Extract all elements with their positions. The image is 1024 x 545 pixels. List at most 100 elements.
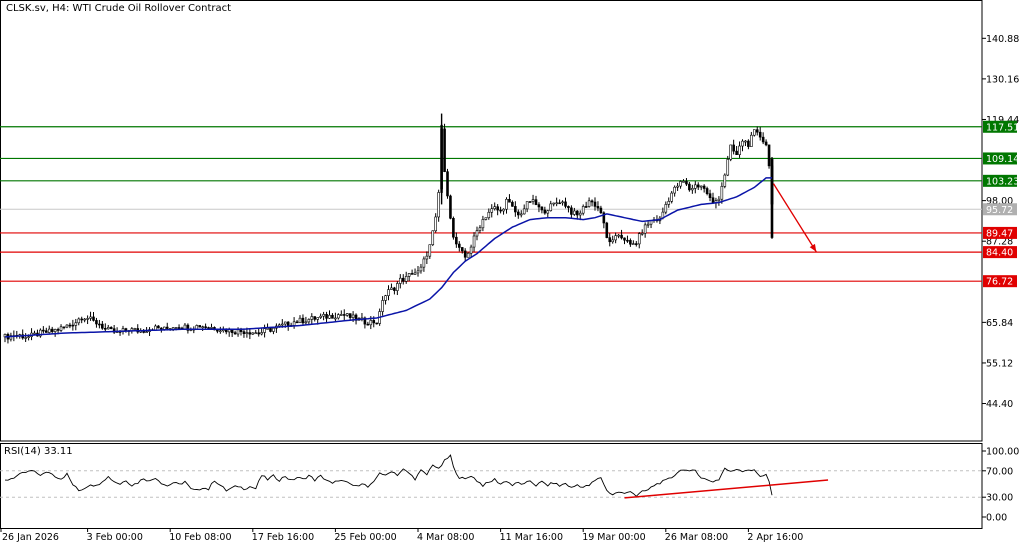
candle-body [201, 326, 204, 328]
candle-body [331, 314, 334, 319]
candle-body [410, 273, 414, 275]
candle-body [570, 207, 573, 215]
x-tick-label: 3 Feb 00:00 [87, 532, 143, 543]
x-tick-label: 19 Mar 00:00 [582, 532, 645, 543]
candle-body [310, 316, 314, 320]
candle-body [673, 186, 676, 194]
x-tick-label: 26 Jan 2026 [2, 532, 59, 543]
time-axis: 26 Jan 2026 3 Feb 00:00 10 Feb 08:00 17 Feb… [0, 528, 803, 543]
candle-body [254, 332, 258, 335]
candle-body [236, 329, 240, 335]
candle-body [319, 315, 322, 318]
candle-body [543, 209, 547, 214]
current-price-label: 95.72 [986, 205, 1013, 216]
candle-body [42, 329, 45, 332]
candle-body [720, 186, 724, 200]
candle-body [481, 219, 485, 229]
candle-body [552, 202, 556, 205]
candle-body [186, 324, 190, 331]
candle-body [508, 198, 511, 203]
candle-body [431, 230, 435, 246]
candle-body [106, 327, 110, 330]
x-tick-label: 17 Feb 16:00 [252, 532, 314, 543]
candle-body [269, 328, 272, 332]
rsi-y-tick-label: 100.00 [986, 447, 1019, 458]
support-level-tag [983, 246, 1017, 259]
candle-body [575, 210, 579, 216]
candle-body [667, 201, 671, 205]
candle-body [469, 246, 473, 254]
candle-body [53, 329, 57, 332]
candle-body [679, 181, 682, 187]
candle-body [540, 206, 544, 211]
candle-body [242, 331, 246, 335]
candle-body [499, 209, 502, 212]
candle-body [425, 255, 429, 260]
candle-body [478, 227, 482, 231]
y-tick-label: 98.00 [986, 196, 1013, 207]
candle-body [558, 202, 561, 205]
x-tick-label: 25 Feb 00:00 [334, 532, 396, 543]
candles [3, 113, 774, 344]
candle-body [496, 206, 499, 211]
candle-body [27, 336, 30, 338]
candle-body [207, 327, 210, 329]
candle-body [112, 328, 116, 333]
candle-body [307, 319, 311, 323]
candle-body [401, 277, 405, 282]
resistance-level-tag [983, 152, 1017, 165]
candle-body [89, 316, 92, 319]
candle-body [404, 276, 408, 282]
candle-body [729, 144, 733, 160]
candle-body [596, 206, 600, 209]
resistance-level-label: 103.23 [986, 176, 1019, 187]
candle-body [257, 332, 261, 335]
candle-body [328, 314, 331, 319]
candle-body [393, 287, 396, 291]
candle-body [3, 334, 7, 338]
rsi-y-tick-label: 0.00 [986, 513, 1007, 524]
candle-body [210, 327, 213, 329]
candle-body [316, 317, 320, 320]
candle-body [741, 140, 744, 147]
candle-body [295, 321, 299, 324]
candle-body [525, 201, 529, 210]
candle-body [416, 270, 420, 274]
x-tick-label: 11 Mar 16:00 [500, 532, 563, 543]
candle-body [466, 252, 470, 258]
candle-body [617, 234, 620, 237]
y-tick-label: 140.88 [986, 34, 1019, 45]
support-level-tag [983, 226, 1017, 239]
candle-body [83, 318, 86, 321]
candle-body [614, 235, 617, 241]
candle-body [428, 244, 432, 257]
candle-body [590, 200, 594, 203]
candle-body [549, 203, 553, 212]
candle-body [584, 206, 588, 208]
candle-body [251, 332, 255, 335]
resistance-level-label: 117.51 [986, 122, 1019, 133]
candle-body [133, 328, 137, 330]
candle-body [528, 201, 532, 203]
candle-body [298, 317, 302, 324]
candle-body [587, 200, 591, 207]
candle-body [372, 320, 376, 324]
candle-body [280, 323, 284, 326]
candle-body [629, 240, 632, 245]
candle-body [699, 185, 703, 188]
candle-body [758, 131, 762, 138]
candle-body [369, 320, 373, 326]
candle-body [693, 184, 697, 189]
candle-body [334, 317, 337, 320]
candle-body [770, 158, 774, 205]
candle-body [157, 325, 160, 329]
candle-body [33, 332, 36, 335]
candle-body [593, 201, 597, 207]
candle-body [555, 202, 558, 205]
candle-body [419, 266, 423, 272]
candle-body [104, 328, 107, 330]
y-tick-label: 119.44 [986, 115, 1019, 126]
candle-body [490, 208, 494, 213]
candle-body [735, 150, 738, 155]
candle-body [375, 322, 379, 325]
